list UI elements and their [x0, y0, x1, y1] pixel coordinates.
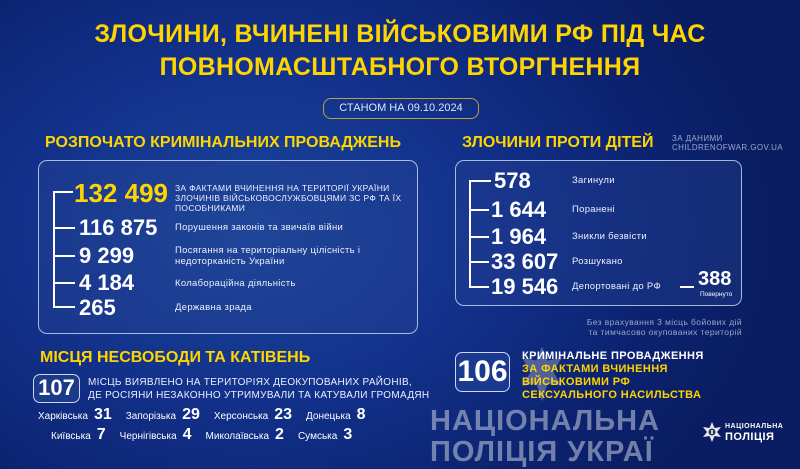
region-value: 4 [182, 426, 192, 443]
criminal-label: Державна зрада [175, 302, 252, 313]
region-value: 31 [93, 406, 112, 423]
note-line-2: та тимчасово окупованих територій [588, 327, 742, 337]
watermark-line-2: ПОЛІЦІЯ УКРАЇ [430, 436, 654, 468]
sexual-line-2: ЗА ФАКТАМИ ВЧИНЕННЯ [522, 363, 668, 375]
detention-count: 107 [33, 374, 80, 403]
title-line-2: ПОВНОМАСШТАБНОГО ВТОРГНЕННЯ [159, 53, 641, 81]
bracket-tick [53, 306, 75, 308]
children-label: Поранені [572, 204, 615, 215]
region-name: Чернігівська [119, 431, 177, 442]
criminal-heading: РОЗПОЧАТО КРИМІНАЛЬНИХ ПРОВАДЖЕНЬ [45, 134, 401, 151]
logo-line-1: НАЦІОНАЛЬНА [725, 423, 784, 430]
detention-heading: МІСЦЯ НЕСВОБОДИ ТА КАТІВЕНЬ [40, 349, 311, 366]
sexual-line-4: СЕКСУАЛЬНОГО НАСИЛЬСТВА [522, 389, 702, 401]
criminal-value: 265 [79, 295, 116, 320]
region-value: 2 [275, 426, 284, 443]
police-star-watermark-icon [522, 346, 562, 402]
returned-label: Повернуто [700, 291, 733, 298]
children-label: Зникли безвісти [572, 231, 647, 242]
region-name: Херсонська [213, 411, 269, 422]
region-value: 29 [182, 406, 200, 423]
returned-connector [680, 286, 694, 288]
region-item: Миколаївська 2 [206, 426, 284, 444]
bracket-line [469, 180, 471, 288]
source-line-1: ЗА ДАНИМИ [672, 134, 723, 143]
children-label: Депортовані до РФ [572, 281, 661, 292]
bracket-tick [469, 180, 491, 182]
region-item: Сумська 3 [298, 426, 352, 444]
children-value: 578 [494, 168, 531, 193]
bracket-line [53, 192, 55, 308]
sexual-line-3: ВІЙСЬКОВИМИ РФ [522, 376, 631, 388]
children-heading: ЗЛОЧИНИ ПРОТИ ДІТЕЙ [462, 134, 654, 151]
detention-text-1: МІСЦЬ ВИЯВЛЕНО НА ТЕРИТОРІЯХ ДЕОКУПОВАНИ… [88, 377, 413, 388]
criminal-label: Посягання на територіальну цілісність і … [175, 245, 361, 267]
criminal-total-label: ЗА ФАКТАМИ ВЧИНЕННЯ НА ТЕРИТОРІЇ УКРАЇНИ… [175, 183, 402, 213]
bracket-tick [53, 191, 73, 193]
logo-line-2: ПОЛІЦІЯ [725, 431, 775, 443]
returned-value: 388 [698, 268, 732, 290]
criminal-value: 9 299 [79, 243, 135, 268]
bracket-tick [469, 261, 489, 263]
children-panel [455, 160, 742, 306]
sexual-count: 106 [455, 352, 510, 392]
region-item: Київська 7 [51, 426, 106, 444]
region-value: 8 [356, 406, 366, 423]
children-value: 1 964 [491, 224, 547, 249]
criminal-total: 132 499 [74, 178, 168, 208]
bracket-tick [469, 209, 489, 211]
criminal-panel [38, 160, 418, 334]
region-value: 3 [343, 426, 353, 443]
children-value: 19 546 [491, 274, 559, 299]
region-item: Чернігівська 4 [120, 426, 192, 444]
children-value: 33 607 [491, 249, 559, 274]
title-line-1: ЗЛОЧИНИ, ВЧИНЕНІ ВІЙСЬКОВИМИ РФ ПІД ЧАС [94, 20, 706, 48]
bracket-tick [469, 286, 489, 288]
sexual-line-1: КРИМІНАЛЬНЕ ПРОВАДЖЕННЯ [522, 350, 704, 362]
region-name: Харківська [38, 411, 88, 422]
regions-row-1: Харківська 31 Запорізька 29 Херсонська 23 Д… [38, 406, 366, 424]
region-value: 23 [274, 406, 293, 423]
criminal-value: 4 184 [79, 270, 135, 295]
children-value: 1 644 [491, 197, 547, 222]
bracket-tick [53, 255, 75, 257]
criminal-label: Колабораційна діяльність [175, 278, 296, 289]
source-line-2: CHILDRENOFWAR.GOV.UA [672, 143, 783, 152]
bracket-tick [53, 282, 75, 284]
region-name: Миколаївська [205, 431, 270, 442]
date-badge: СТАНОМ НА 09.10.2024 [323, 98, 479, 119]
region-item: Донецька 8 [306, 406, 366, 424]
region-value: 7 [96, 426, 106, 443]
regions-row-2: Київська 7 Чернігівська 4 Миколаївська 2 Су… [51, 426, 352, 444]
region-item: Запорізька 29 [126, 406, 200, 424]
watermark-line-1: НАЦІОНАЛЬНА [430, 405, 661, 437]
note-line-1: Без врахування 3 місць бойових дій [586, 317, 742, 327]
region-name: Запорізька [125, 411, 177, 422]
national-police-logo-icon [703, 422, 721, 442]
region-name: Київська [51, 431, 91, 442]
region-item: Харківська 31 [38, 406, 112, 424]
region-name: Сумська [297, 431, 338, 442]
region-name: Донецька [306, 411, 351, 422]
detention-text-2: ДЕ РОСІЯНИ НЕЗАКОННО УТРИМУВАЛИ ТА КАТУВ… [88, 390, 430, 401]
region-item: Херсонська 23 [214, 406, 292, 424]
bracket-tick [469, 236, 489, 238]
bracket-tick [53, 227, 75, 229]
criminal-label: Порушення законів та звичаїв війни [175, 222, 344, 233]
children-label: Загинули [572, 175, 615, 186]
criminal-value: 116 875 [79, 215, 158, 240]
children-label: Розшукано [572, 256, 623, 267]
